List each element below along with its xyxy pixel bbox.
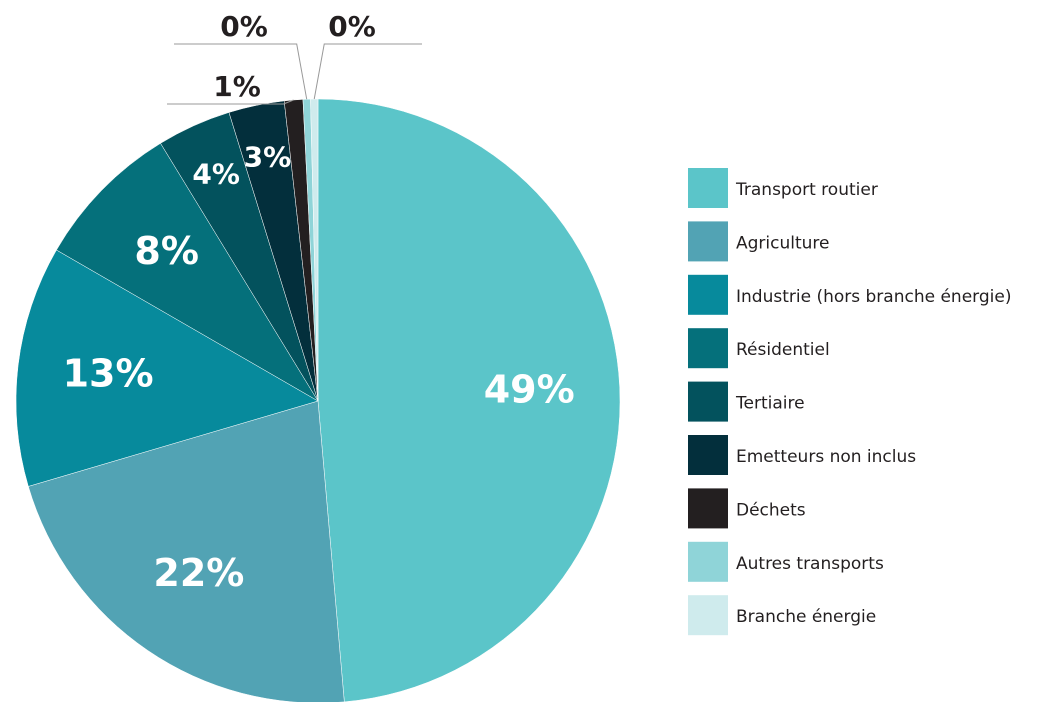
legend-label: Résidentiel (736, 340, 830, 360)
legend-swatch (688, 541, 728, 582)
pie-slice (56, 142, 319, 402)
slice-label: 0% (220, 10, 268, 43)
legend-swatch (688, 488, 728, 529)
slice-label: 13% (63, 352, 154, 396)
legend-label: Déchets (736, 500, 806, 520)
legend-swatch (688, 274, 728, 315)
slice-label: 1% (213, 70, 261, 103)
legend-label: Emetteurs non inclus (736, 447, 916, 467)
pie-slice (317, 98, 621, 702)
leader-line (167, 99, 294, 105)
legend-label: Industrie (hors branche énergie) (736, 287, 1011, 307)
legend-label: Branche énergie (736, 607, 876, 627)
legend-label: Transport routier (735, 180, 878, 200)
leader-line (174, 43, 308, 100)
legend-label: Autres transports (736, 554, 884, 574)
leader-line (313, 43, 422, 100)
legend-swatch (688, 221, 728, 262)
slice-label: 49% (484, 367, 575, 411)
legend-label: Agriculture (736, 233, 830, 253)
slice-label: 4% (192, 157, 240, 190)
pie-slice (310, 98, 319, 402)
slice-label: 0% (328, 10, 376, 43)
legend-swatch (688, 328, 728, 369)
legend-swatch (688, 595, 728, 636)
slice-label: 8% (134, 229, 199, 273)
legend-swatch (688, 381, 728, 422)
slice-label: 22% (153, 551, 244, 595)
slice-label: 3% (244, 141, 292, 174)
legend-swatch (688, 168, 728, 208)
legend-swatch (688, 435, 728, 475)
legend-label: Tertiaire (735, 394, 805, 414)
pie-slice (15, 249, 319, 487)
